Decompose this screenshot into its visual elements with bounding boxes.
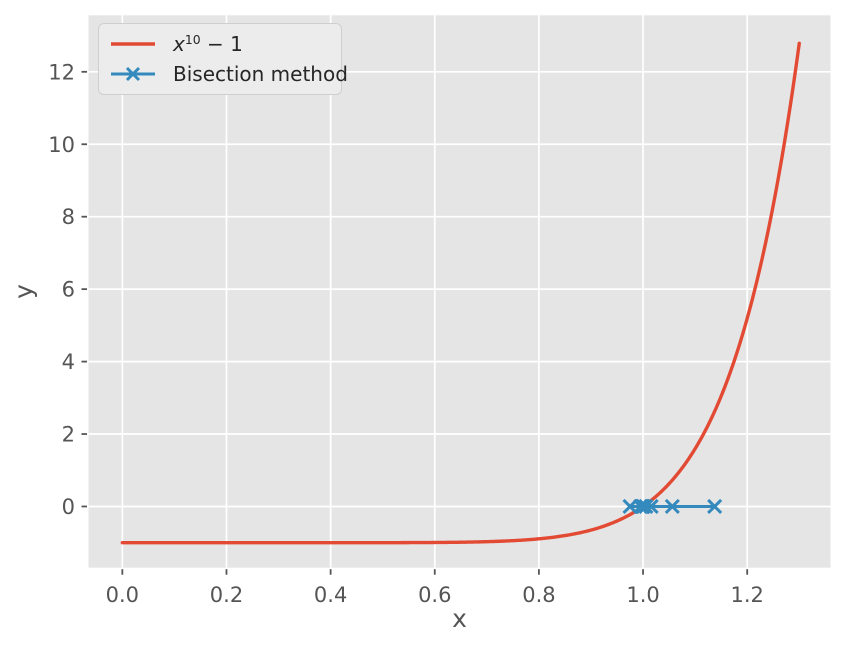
legend-math-var: x — [173, 32, 185, 56]
legend-label-bisection: Bisection method — [173, 62, 348, 86]
legend-line-sample-bisection — [111, 66, 155, 82]
x-tick-label: 1.0 — [626, 583, 659, 607]
y-axis-label: y — [9, 284, 38, 299]
x-tick-label: 0.4 — [314, 583, 347, 607]
legend-math-exponent: 10 — [184, 32, 201, 48]
x-axis-label: x — [452, 604, 467, 633]
y-tick-label: 8 — [62, 205, 75, 229]
bisection-marker — [638, 498, 654, 515]
legend-line-sample-function — [111, 42, 155, 46]
x-tick-label: 0.2 — [210, 583, 243, 607]
legend-entry-bisection: Bisection method — [109, 61, 348, 87]
x-tick-label: 0.6 — [418, 583, 451, 607]
data-series — [120, 41, 801, 545]
x-marker-icon — [125, 66, 141, 82]
axes-background — [88, 15, 831, 568]
bisection-marker — [664, 498, 680, 515]
x-tick-label: 1.2 — [730, 583, 763, 607]
x-tick-label: 0.8 — [522, 583, 555, 607]
legend-label-function: x10 − 1 — [173, 32, 243, 56]
gridlines — [88, 15, 831, 568]
y-tick-label: 10 — [48, 133, 75, 157]
y-tick-label: 6 — [62, 278, 75, 302]
y-tick-label: 4 — [62, 350, 75, 374]
bisection-marker — [707, 498, 723, 515]
y-tick-label: 12 — [48, 60, 75, 84]
legend-entry-function: x10 − 1 — [109, 31, 329, 57]
axis-tick-labels: 0.0 0.2 0.4 0.6 0.8 1.0 1.2 0 2 4 6 8 10 12 — [48, 60, 764, 607]
bisection-marker — [635, 498, 651, 515]
y-tick-label: 0 — [62, 495, 75, 519]
legend-math-rest: − 1 — [200, 32, 243, 56]
y-tick-label: 2 — [62, 423, 75, 447]
legend: x10 − 1 Bisection method — [98, 23, 348, 95]
function-curve — [120, 41, 801, 545]
axis-ticks — [81, 70, 749, 575]
x-tick-label: 0.0 — [106, 583, 139, 607]
